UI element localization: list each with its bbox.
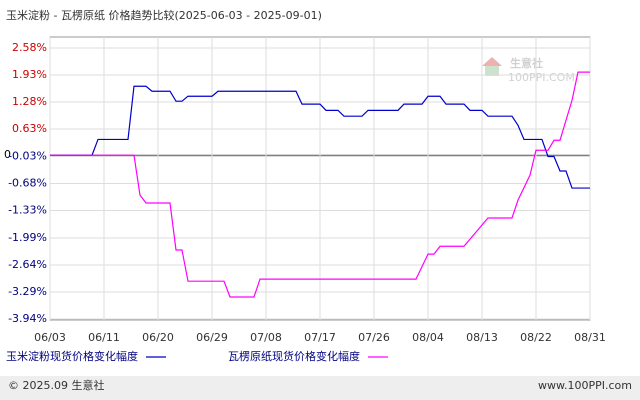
x-tick-label: 07/08 (250, 331, 282, 344)
legend-label: 玉米淀粉现货价格变化幅度 (6, 349, 138, 363)
watermark-text: 生意社 (510, 56, 543, 70)
x-tick-label: 08/31 (574, 331, 606, 344)
x-tick-label: 08/04 (412, 331, 444, 344)
watermark-icon (485, 66, 499, 76)
footer-left: © 2025.09 生意社 (8, 378, 104, 392)
x-tick-label: 08/13 (466, 331, 498, 344)
x-tick-label: 06/03 (34, 331, 66, 344)
y-tick-label: -3.94% (8, 312, 47, 325)
x-tick-label: 06/11 (88, 331, 120, 344)
y-tick-label: 1.28% (12, 95, 47, 108)
x-tick-label: 08/22 (520, 331, 552, 344)
y-tick-label: 2.58% (12, 41, 47, 54)
y-tick-label: -2.64% (8, 258, 47, 271)
footer-right: www.100PPI.com (538, 379, 632, 392)
chart-title: 玉米淀粉 - 瓦楞原纸 价格趋势比较(2025-06-03 - 2025-09-… (6, 8, 322, 22)
x-tick-label: 06/20 (142, 331, 174, 344)
y-tick-label: 0.63% (12, 122, 47, 135)
series-line (50, 85, 590, 189)
series-line (50, 71, 590, 298)
y-tick-label: 1.93% (12, 68, 47, 81)
y-tick-label: -1.99% (8, 231, 47, 244)
y-tick-label: -3.29% (8, 285, 47, 298)
y-tick-label: -1.33% (8, 204, 47, 217)
y-tick-label: 0 (4, 148, 11, 161)
y-tick-label: -0.03% (8, 149, 47, 162)
x-tick-label: 07/26 (358, 331, 390, 344)
watermark: 生意社 100PPI.COM (482, 56, 575, 84)
x-tick-label: 07/17 (304, 331, 336, 344)
y-tick-label: -0.68% (8, 177, 47, 190)
watermark-text: 100PPI.COM (508, 71, 575, 84)
footer-band (0, 376, 640, 400)
legend-label: 瓦楞原纸现货价格变化幅度 (228, 349, 360, 363)
x-tick-label: 06/29 (196, 331, 228, 344)
watermark-icon (482, 57, 502, 66)
